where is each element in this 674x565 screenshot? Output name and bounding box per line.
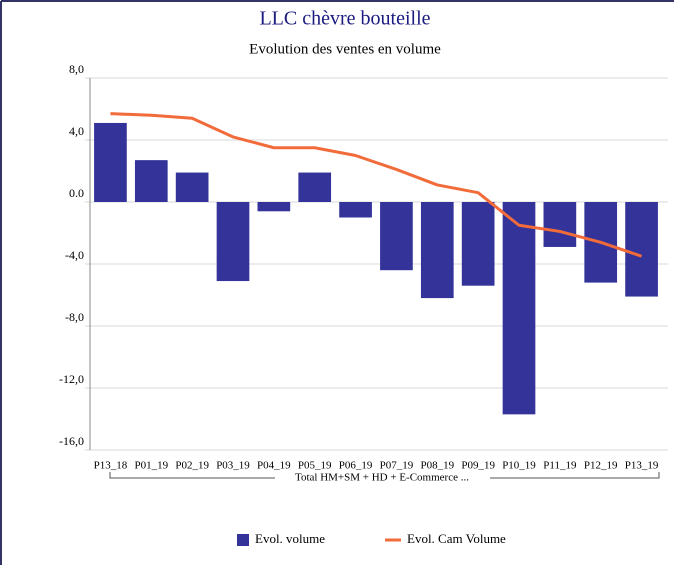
bar <box>461 202 495 286</box>
bar <box>94 122 127 202</box>
y-tick-label: -16,0 <box>59 434 84 448</box>
group-label: Total HM+SM + HD + E-Commerce ... <box>295 472 469 484</box>
x-tick-label: P06_19 <box>339 460 373 472</box>
legend-swatch <box>237 534 249 546</box>
bar <box>625 202 658 297</box>
y-tick-label: -12,0 <box>59 372 84 386</box>
chart-subtitle: Evolution des ventes en volume <box>249 41 441 57</box>
x-tick-label: P07_19 <box>380 460 414 472</box>
y-tick-label: -4,0 <box>65 248 84 262</box>
y-tick-label: -8,0 <box>65 310 84 324</box>
bar <box>175 172 209 202</box>
bar <box>502 202 536 415</box>
bar <box>339 202 372 218</box>
x-tick-label: P13_19 <box>625 460 659 472</box>
bar <box>420 202 454 299</box>
bar <box>134 160 168 202</box>
y-tick-label: 4,0 <box>69 124 84 138</box>
legend-label: Evol. volume <box>255 531 325 546</box>
x-tick-label: P04_19 <box>257 460 291 472</box>
x-tick-label: P02_19 <box>175 460 209 472</box>
legend-label: Evol. Cam Volume <box>407 531 506 546</box>
x-tick-label: P10_19 <box>502 460 536 472</box>
x-tick-label: P11_19 <box>543 460 577 472</box>
x-tick-label: P12_19 <box>584 460 618 472</box>
x-tick-label: P09_19 <box>461 460 495 472</box>
bar <box>298 172 332 202</box>
x-tick-label: P03_19 <box>216 460 250 472</box>
bar <box>216 202 250 282</box>
bar <box>380 202 413 271</box>
x-tick-label: P01_19 <box>134 460 168 472</box>
x-tick-label: P05_19 <box>298 460 332 472</box>
x-tick-label: P08_19 <box>420 460 454 472</box>
y-tick-label: 8,0 <box>69 62 84 76</box>
group-label-bg <box>275 470 490 484</box>
bar <box>543 202 577 247</box>
chart-title: LLC chèvre bouteille <box>259 8 430 30</box>
y-tick-label: 0.0 <box>69 186 84 200</box>
bar <box>257 202 291 212</box>
x-tick-label: P13_18 <box>94 460 128 472</box>
line <box>110 112 643 258</box>
